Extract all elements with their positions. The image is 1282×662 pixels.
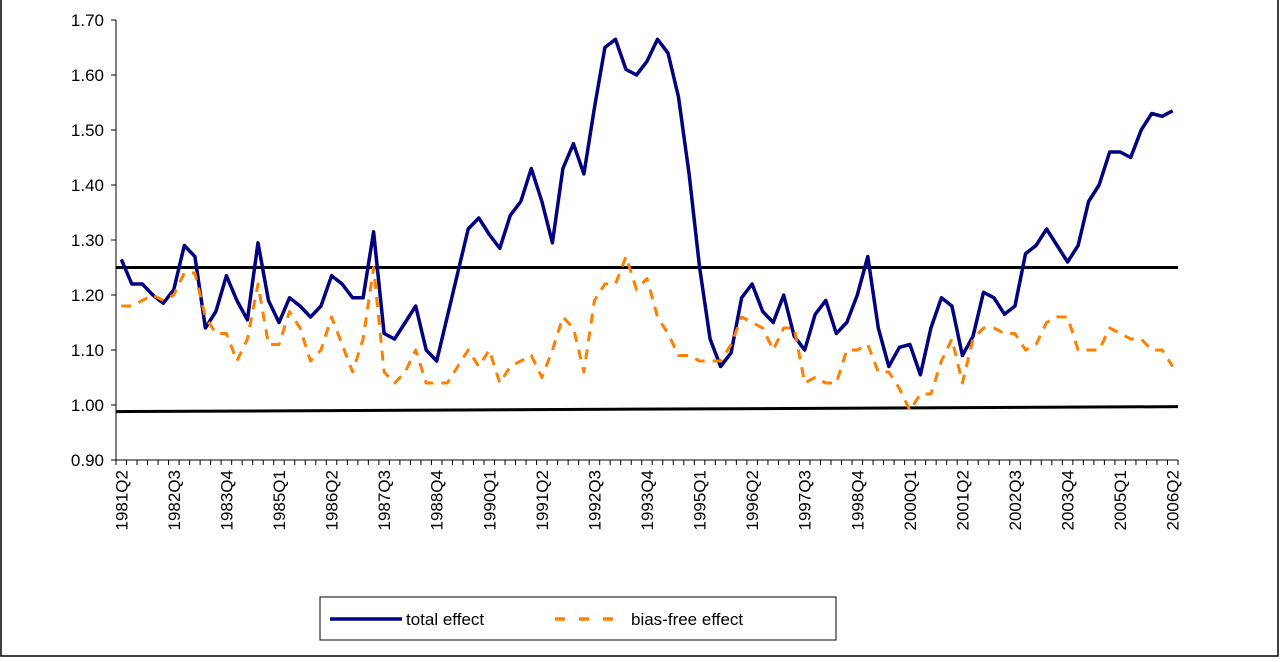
x-tick-label: 1986Q2 <box>323 470 342 531</box>
x-tick-label: 1981Q2 <box>112 470 131 531</box>
x-tick-label: 1983Q4 <box>217 470 236 531</box>
y-tick-label: 1.70 <box>71 11 104 30</box>
x-tick-label: 1982Q3 <box>165 470 184 531</box>
series-line <box>121 255 1174 412</box>
x-tick-label: 1988Q4 <box>428 470 447 531</box>
legend-label: bias-free effect <box>631 610 743 629</box>
y-tick-label: 1.60 <box>71 66 104 85</box>
y-tick-label: 1.00 <box>71 396 104 415</box>
x-tick-label: 1995Q1 <box>691 470 710 531</box>
y-tick-label: 0.90 <box>71 451 104 470</box>
x-tick-label: 1985Q1 <box>270 470 289 531</box>
x-tick-label: 2000Q1 <box>901 470 920 531</box>
x-tick-label: 1998Q4 <box>848 470 867 531</box>
x-tick-label: 2005Q1 <box>1111 470 1130 531</box>
y-tick-label: 1.10 <box>71 341 104 360</box>
x-tick-label: 2001Q2 <box>953 470 972 531</box>
legend-label: total effect <box>406 610 484 629</box>
x-tick-label: 1987Q3 <box>375 470 394 531</box>
y-tick-label: 1.40 <box>71 176 104 195</box>
x-tick-label: 1990Q1 <box>480 470 499 531</box>
y-tick-label: 1.30 <box>71 231 104 250</box>
reference-line <box>115 405 1179 414</box>
y-tick-label: 1.20 <box>71 286 104 305</box>
x-tick-label: 2002Q3 <box>1006 470 1025 531</box>
x-tick-label: 1993Q4 <box>638 470 657 531</box>
legend <box>319 596 837 641</box>
x-tick-label: 1996Q2 <box>743 470 762 531</box>
x-tick-label: 1992Q3 <box>585 470 604 531</box>
series-line <box>119 37 1174 377</box>
x-tick-label: 2003Q4 <box>1059 470 1078 531</box>
plot-area <box>116 20 1178 460</box>
x-tick-label: 1991Q2 <box>533 470 552 531</box>
y-tick-label: 1.50 <box>71 121 104 140</box>
x-tick-label: 2006Q2 <box>1164 470 1183 531</box>
x-tick-label: 1997Q3 <box>796 470 815 531</box>
